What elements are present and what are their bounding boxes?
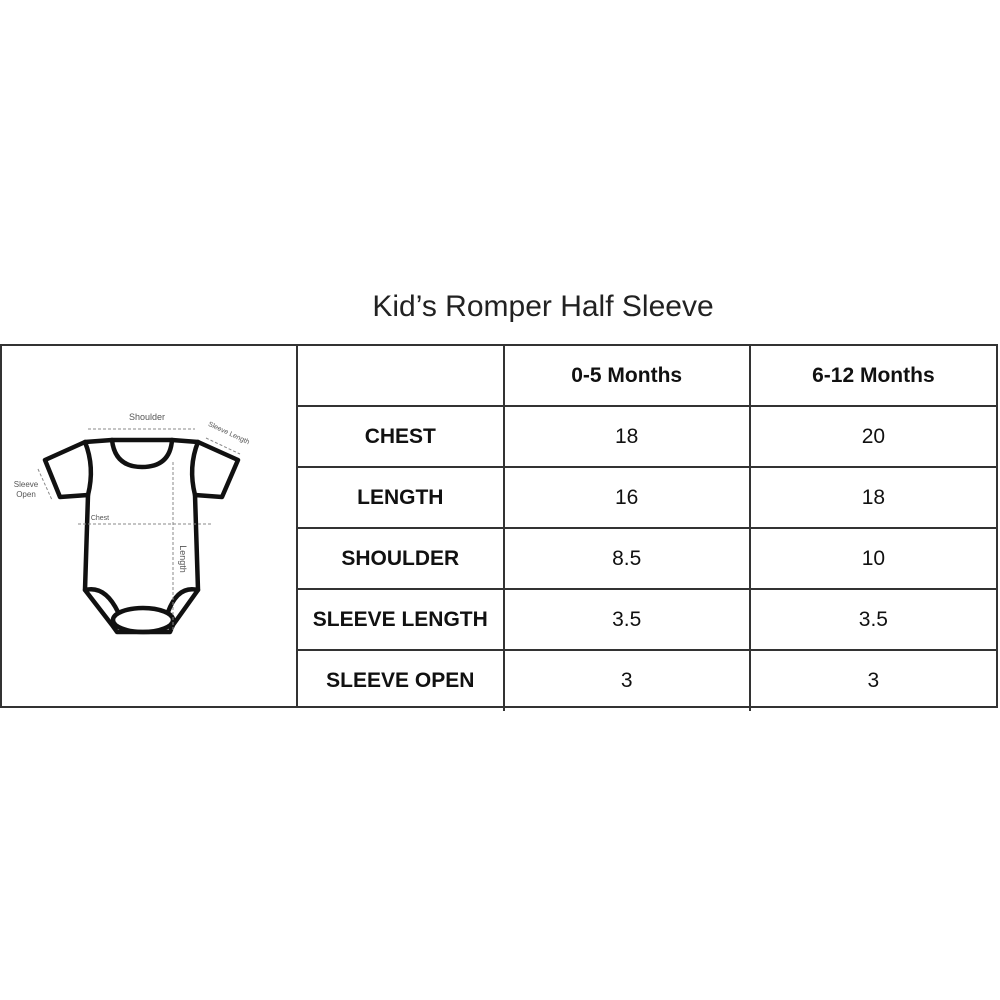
row-label: LENGTH (298, 466, 505, 529)
row-label: SHOULDER (298, 527, 505, 590)
table-row: SLEEVE OPEN 3 3 (298, 649, 996, 711)
cell: 18 (748, 466, 996, 529)
cell: 16 (502, 466, 751, 529)
length-label: Length (178, 545, 188, 573)
romper-diagram-icon: Shoulder Sleeve Length Sleeve Open Chest… (14, 412, 251, 635)
cell: 20 (748, 405, 996, 468)
header-0-5-months: 0-5 Months (502, 344, 751, 407)
row-label: CHEST (298, 405, 505, 468)
cell: 8.5 (502, 527, 751, 590)
cell: 3 (748, 649, 996, 711)
header-row: 0-5 Months 6-12 Months (298, 344, 996, 407)
sleeve-length-label: Sleeve Length (207, 421, 251, 446)
romper-diagram-cell: Shoulder Sleeve Length Sleeve Open Chest… (2, 346, 298, 706)
row-label: SLEEVE LENGTH (298, 588, 505, 651)
sleeve-open-label-2: Open (16, 490, 36, 499)
size-table: 0-5 Months 6-12 Months CHEST 18 20 LENGT… (298, 344, 996, 711)
chart-title: Kid’s Romper Half Sleeve (372, 290, 714, 323)
header-blank (298, 344, 505, 407)
table-row: SHOULDER 8.5 10 (298, 527, 996, 590)
table-row: CHEST 18 20 (298, 405, 996, 468)
header-6-12-months: 6-12 Months (748, 344, 996, 407)
cell: 3.5 (748, 588, 996, 651)
row-label: SLEEVE OPEN (298, 649, 505, 711)
size-chart: Shoulder Sleeve Length Sleeve Open Chest… (0, 344, 998, 711)
table-row: SLEEVE LENGTH 3.5 3.5 (298, 588, 996, 651)
chest-label: Chest (91, 515, 109, 522)
shoulder-label: Shoulder (129, 412, 165, 422)
table-row: LENGTH 16 18 (298, 466, 996, 529)
sleeve-open-label-1: Sleeve (14, 480, 39, 489)
cell: 3.5 (502, 588, 751, 651)
cell: 3 (502, 649, 751, 711)
cell: 18 (502, 405, 751, 468)
cell: 10 (748, 527, 996, 590)
